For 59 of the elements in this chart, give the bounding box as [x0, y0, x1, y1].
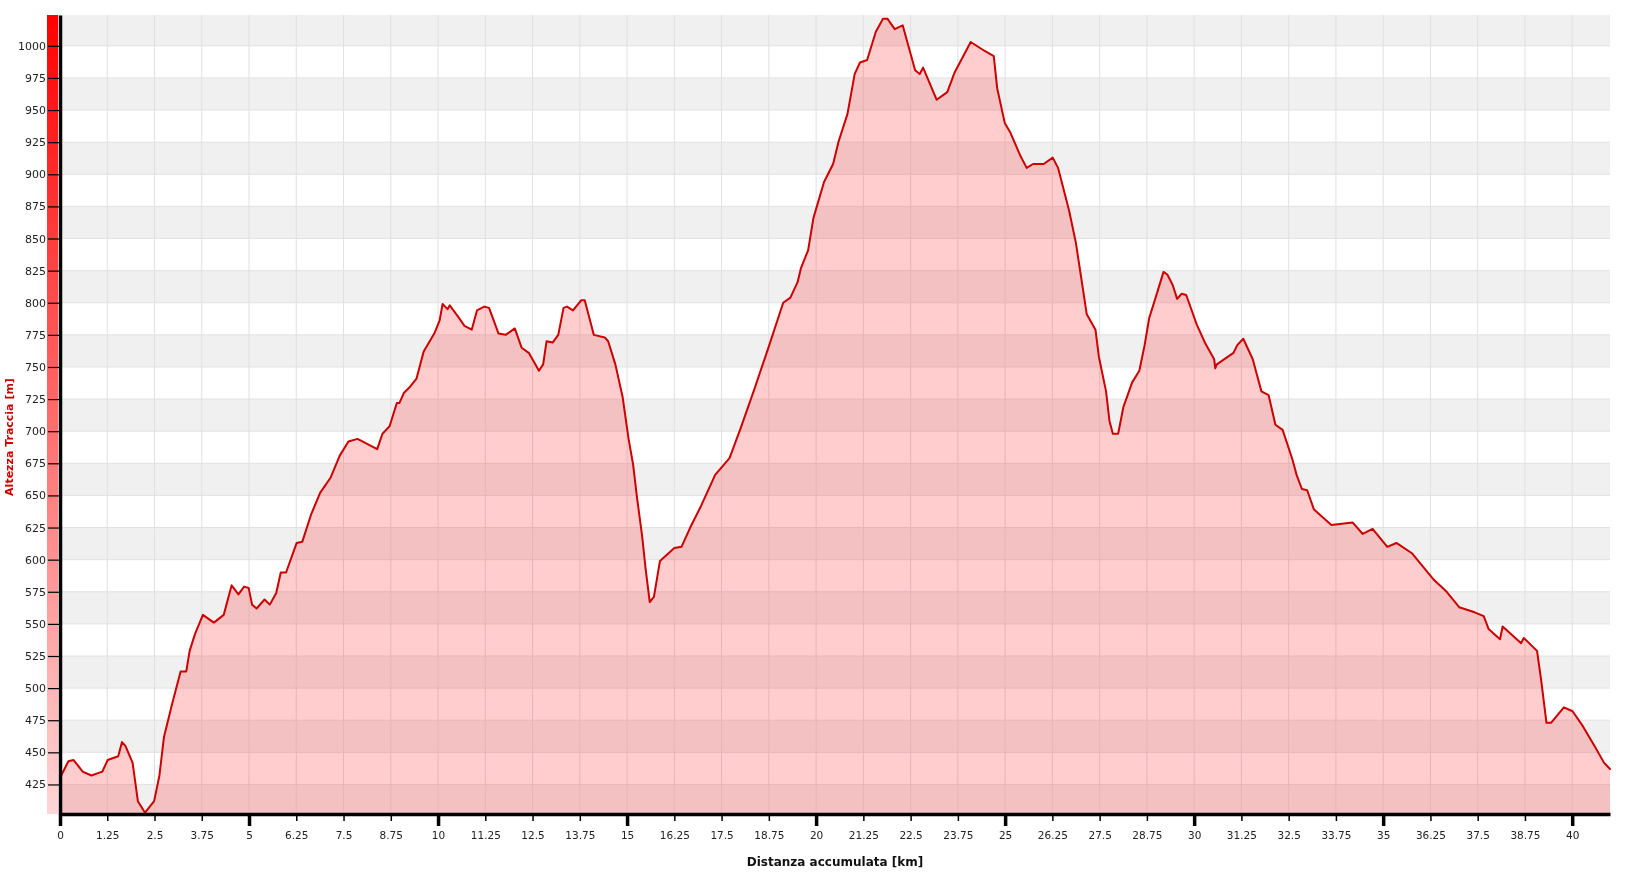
y-axis-title: Altezza Traccia [m] [3, 378, 16, 496]
y-tick-label: 875 [25, 200, 46, 214]
x-tick-label: 12.5 [521, 828, 545, 841]
x-tick-label: 23.75 [943, 828, 974, 841]
x-tick-label: 11.25 [470, 828, 501, 841]
x-tick-label: 22.5 [899, 828, 923, 841]
x-tick-label: 1.25 [96, 828, 120, 841]
y-tick-label: 775 [25, 328, 46, 342]
y-tick-label: 600 [25, 553, 46, 567]
x-tick-label: 15 [620, 828, 635, 841]
y-tick-label: 975 [25, 71, 46, 85]
y-tick-label: 700 [25, 425, 46, 439]
y-tick-label: 900 [25, 168, 46, 182]
x-tick-label: 35 [1376, 828, 1391, 841]
y-tick-label: 450 [25, 746, 46, 760]
x-tick-label: 20 [809, 828, 824, 841]
y-tick-label: 500 [25, 682, 46, 696]
x-tick-label: 40 [1566, 828, 1580, 841]
y-tick-label: 675 [25, 457, 46, 471]
x-axis-title: Distanza accumulata [km] [746, 855, 924, 869]
y-tick-label: 425 [25, 778, 46, 792]
x-tick-label: 7.5 [335, 828, 353, 841]
x-tick-label: 26.25 [1037, 828, 1068, 841]
x-tick-label: 28.75 [1132, 828, 1163, 841]
x-tick-label: 5 [246, 828, 253, 841]
y-tick-label: 625 [25, 521, 46, 535]
y-tick-label: 825 [25, 264, 46, 278]
x-tick-label: 38.75 [1510, 828, 1541, 841]
y-tick-label: 750 [25, 360, 46, 374]
y-tick-label: 850 [25, 232, 46, 246]
x-tick-label: 25 [998, 828, 1013, 841]
y-tick-label: 550 [25, 617, 46, 631]
y-tick-label: 950 [25, 104, 46, 118]
x-tick-label: 27.5 [1088, 828, 1112, 841]
y-tick-label: 1000 [18, 39, 46, 53]
x-tick-label: 3.75 [190, 828, 214, 841]
x-tick-label: 10 [431, 828, 446, 841]
x-tick-label: 21.25 [848, 828, 879, 841]
y-tick-label: 650 [25, 489, 46, 503]
x-tick-label: 2.5 [146, 828, 164, 841]
x-tick-label: 8.75 [379, 828, 403, 841]
x-tick-label: 37.5 [1466, 828, 1490, 841]
x-tick-label: 36.25 [1415, 828, 1446, 841]
y-tick-label: 800 [25, 296, 46, 310]
x-tick-label: 6.25 [285, 828, 309, 841]
y-tick-label: 725 [25, 393, 46, 407]
x-tick-label: 31.25 [1226, 828, 1257, 841]
y-tick-label: 575 [25, 585, 46, 599]
y-tick-label: 525 [25, 650, 46, 664]
y-tick-label: 475 [25, 714, 46, 728]
y-tick-label: 925 [25, 136, 46, 150]
x-tick-label: 17.5 [710, 828, 734, 841]
x-tick-label: 16.25 [659, 828, 690, 841]
x-tick-label: 13.75 [565, 828, 596, 841]
x-tick-label: 32.5 [1277, 828, 1301, 841]
x-tick-label: 0 [57, 828, 64, 841]
x-tick-label: 18.75 [754, 828, 785, 841]
x-tick-label: 33.75 [1321, 828, 1352, 841]
x-tick-label: 30 [1187, 828, 1202, 841]
